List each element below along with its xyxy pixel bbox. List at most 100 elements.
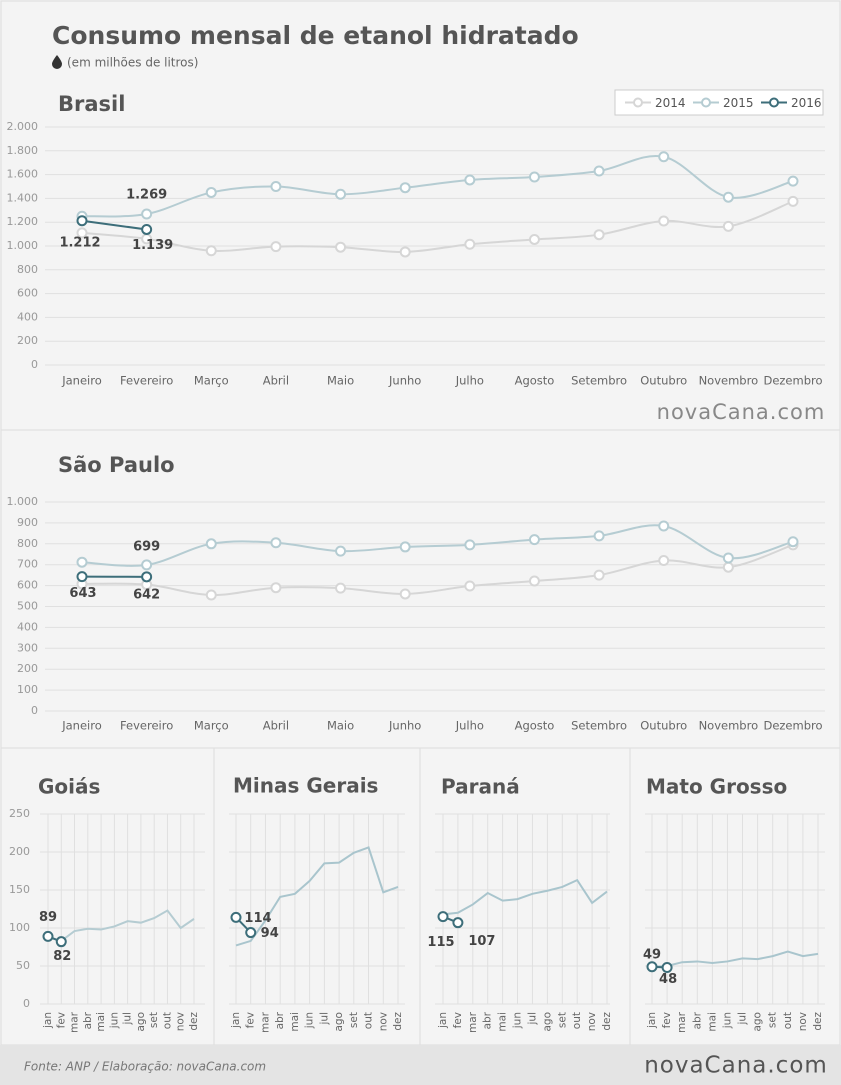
data-point <box>270 582 282 594</box>
x-tick-label: Fevereiro <box>120 719 173 733</box>
data-point <box>528 171 540 183</box>
data-label: 89 <box>39 910 57 925</box>
x-tick-label: abr <box>82 1011 94 1029</box>
series-line <box>442 878 608 916</box>
legend-marker <box>701 97 711 108</box>
x-tick-label: set <box>348 1012 360 1028</box>
y-tick-label: 500 <box>17 600 38 613</box>
x-tick-label: Março <box>194 719 229 733</box>
data-point <box>245 927 257 939</box>
x-tick-label: fev <box>452 1012 464 1028</box>
x-tick-label: mar <box>259 1011 271 1033</box>
panel-title: Mato Grosso <box>646 775 787 799</box>
x-tick-label: Maio <box>327 374 354 388</box>
data-point <box>270 181 282 192</box>
y-tick-label: 0 <box>31 358 38 371</box>
x-tick-label: jan <box>42 1012 54 1029</box>
x-tick-label: jan <box>646 1012 658 1029</box>
legend-label: 2014 <box>655 96 686 110</box>
data-label: 642 <box>133 587 160 602</box>
panel-small <box>213 747 421 1046</box>
panel-title: Brasil <box>58 92 125 116</box>
x-tick-label: Junho <box>388 374 421 388</box>
x-tick-label: ago <box>541 1012 553 1032</box>
series-line <box>81 200 794 253</box>
x-tick-label: nov <box>377 1012 389 1031</box>
y-tick-label: 0 <box>23 997 30 1010</box>
data-point <box>141 571 153 583</box>
x-tick-label: mar <box>467 1011 479 1033</box>
x-tick-label: Abril <box>263 374 289 388</box>
data-point <box>76 571 88 583</box>
data-label: 114 <box>244 911 271 926</box>
series-line <box>47 909 195 943</box>
x-tick-label: mar <box>676 1011 688 1033</box>
x-tick-label: dez <box>392 1012 404 1031</box>
data-point <box>76 215 88 227</box>
x-tick-label: ago <box>333 1012 345 1032</box>
data-point <box>661 962 673 974</box>
subtitle: (em milhões de litros) <box>67 56 198 70</box>
x-tick-label: abr <box>274 1011 286 1029</box>
data-point <box>658 520 670 532</box>
x-tick-label: jun <box>304 1012 316 1029</box>
data-label: 115 <box>427 935 454 950</box>
legend-label: 2016 <box>791 96 822 110</box>
y-tick-label: 600 <box>17 287 38 300</box>
x-tick-label: Março <box>194 374 229 388</box>
x-tick-label: set <box>556 1012 568 1028</box>
x-tick-label: jun <box>721 1012 733 1029</box>
source: Fonte: ANP / Elaboração: novaCana.com <box>24 1060 266 1074</box>
x-tick-label: out <box>161 1012 173 1029</box>
title: Consumo mensal de etanol hidratado <box>52 21 579 50</box>
data-point <box>270 241 282 253</box>
x-tick-label: Setembro <box>571 719 627 733</box>
y-tick-label: 1.200 <box>7 215 39 228</box>
x-tick-label: Abril <box>263 719 289 733</box>
x-tick-label: jul <box>122 1012 134 1026</box>
data-point <box>593 165 605 177</box>
data-point <box>464 238 476 250</box>
x-tick-label: set <box>767 1012 779 1028</box>
y-tick-label: 200 <box>17 662 38 675</box>
x-tick-label: Fevereiro <box>120 374 173 388</box>
y-tick-label: 400 <box>17 620 38 633</box>
x-tick-label: dez <box>188 1012 200 1031</box>
data-point <box>528 233 540 245</box>
x-tick-label: Novembro <box>699 719 759 733</box>
x-tick-label: abr <box>691 1011 703 1029</box>
x-tick-label: mai <box>497 1012 509 1032</box>
data-point <box>42 930 54 942</box>
y-tick-label: 0 <box>31 704 38 717</box>
data-point <box>437 911 449 923</box>
data-point <box>399 541 411 553</box>
y-tick-label: 200 <box>17 334 38 347</box>
x-tick-label: nov <box>175 1012 187 1031</box>
x-tick-label: jun <box>108 1012 120 1029</box>
data-point <box>335 241 347 253</box>
y-tick-label: 800 <box>17 537 38 550</box>
x-tick-label: Maio <box>327 719 354 733</box>
data-point <box>646 961 658 973</box>
data-point <box>335 545 347 557</box>
series-line <box>235 846 399 947</box>
x-tick-label: nov <box>586 1012 598 1031</box>
x-tick-label: fev <box>55 1012 67 1028</box>
y-tick-label: 50 <box>16 959 30 972</box>
data-point <box>464 580 476 592</box>
data-point <box>722 191 734 203</box>
y-tick-label: 200 <box>9 845 30 858</box>
data-label: 699 <box>133 539 160 554</box>
data-point <box>76 556 88 568</box>
x-tick-label: abr <box>482 1011 494 1029</box>
data-point <box>55 936 67 948</box>
x-tick-label: jun <box>512 1012 524 1029</box>
logo: novaCana.com <box>644 1053 828 1079</box>
legend-marker <box>769 97 779 108</box>
x-tick-label: Dezembro <box>763 374 822 388</box>
data-point <box>205 245 217 257</box>
x-tick-label: mai <box>289 1012 301 1032</box>
data-label: 94 <box>261 926 279 941</box>
data-point <box>399 182 411 194</box>
